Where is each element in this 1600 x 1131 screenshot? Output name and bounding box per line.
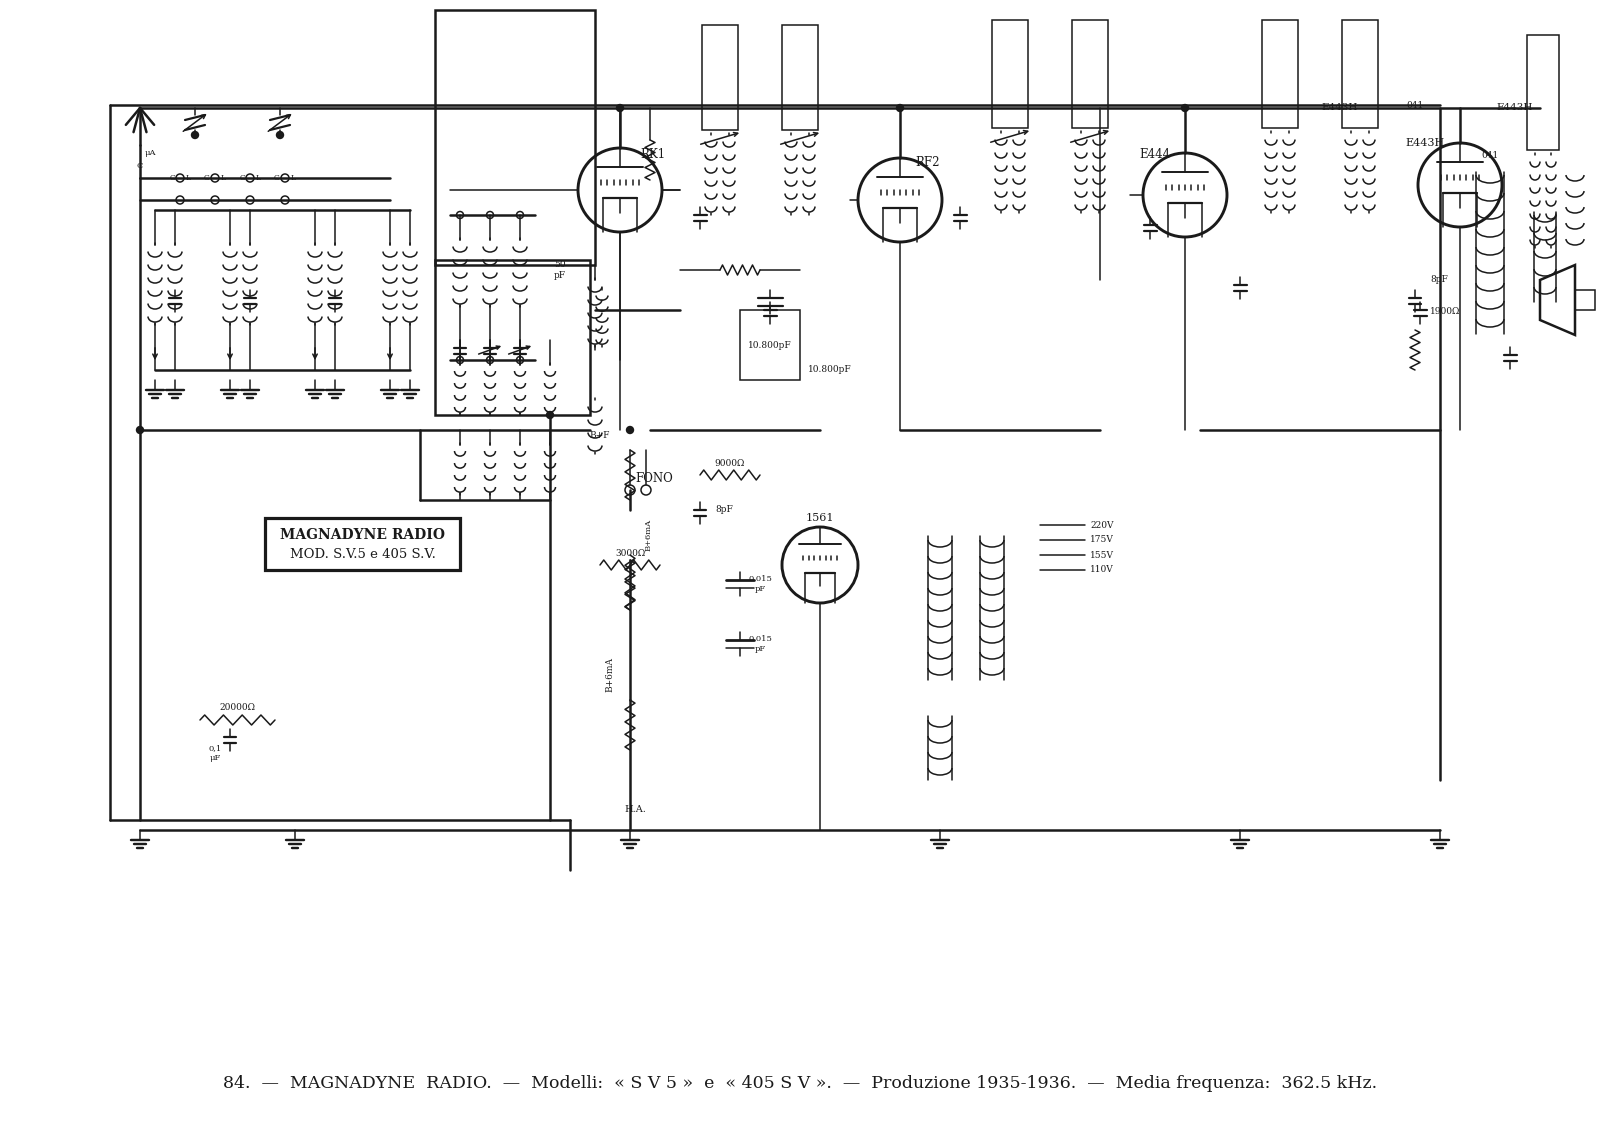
Text: L: L [291,174,296,182]
Circle shape [1142,153,1227,238]
Bar [1574,290,1595,310]
Text: FONO: FONO [635,472,672,484]
Text: 10.800pF: 10.800pF [749,340,792,349]
Text: C: C [205,174,210,182]
Text: E443H: E443H [1498,104,1533,112]
Circle shape [211,174,219,182]
Text: 10.800pF: 10.800pF [808,365,851,374]
Circle shape [517,356,523,363]
Bar [1342,20,1378,128]
Bar [739,310,800,380]
Text: E443H: E443H [1322,104,1358,112]
Text: 1561: 1561 [806,513,834,523]
Text: 1900Ω: 1900Ω [1430,308,1461,317]
Circle shape [642,485,651,495]
Text: E444: E444 [1139,148,1171,162]
Circle shape [277,131,283,138]
Text: 3000Ω: 3000Ω [614,549,645,558]
Circle shape [136,426,144,433]
Circle shape [627,426,634,433]
Text: 84.  —  MAGNADYNE  RADIO.  —  Modelli:  « S V 5 »  e  « 405 S V ».  —  Produzion: 84. — MAGNADYNE RADIO. — Modelli: « S V … [222,1074,1378,1091]
Text: 8pF: 8pF [1430,276,1448,285]
Circle shape [896,104,904,112]
Text: 50
pF: 50 pF [554,260,566,279]
Circle shape [282,174,290,182]
Bar [782,25,818,130]
Circle shape [211,196,219,204]
Text: RF2: RF2 [915,156,939,170]
Circle shape [486,211,493,218]
Circle shape [486,356,493,363]
Text: 155V: 155V [1090,551,1114,560]
Circle shape [626,485,635,495]
Text: 9000Ω: 9000Ω [715,458,746,467]
Text: 0.015
pF: 0.015 pF [749,636,771,653]
Bar [435,260,590,415]
Circle shape [547,412,554,418]
Text: 175V: 175V [1090,535,1114,544]
Text: L: L [256,174,261,182]
Circle shape [456,211,464,218]
Text: H.A.: H.A. [624,805,646,814]
Text: 0,1
μF: 0,1 μF [208,744,222,761]
Circle shape [192,131,198,138]
Bar [266,518,461,570]
Text: L: L [186,174,190,182]
Circle shape [176,174,184,182]
Bar [1262,20,1298,128]
Bar [1526,35,1558,150]
Circle shape [616,104,624,112]
Text: C: C [238,174,245,182]
Bar [702,25,738,130]
Bar [1072,20,1107,128]
Text: C: C [274,174,280,182]
Circle shape [246,196,254,204]
Text: 041: 041 [1406,101,1424,110]
Circle shape [282,196,290,204]
Circle shape [176,196,184,204]
Text: B+F: B+F [590,431,610,440]
Text: B+6mA: B+6mA [645,519,653,551]
Text: 041: 041 [1482,150,1499,159]
Text: E443H: E443H [1406,138,1445,148]
Text: C: C [138,162,142,170]
Bar [992,20,1027,128]
Text: B+6mA: B+6mA [605,657,614,692]
Circle shape [578,148,662,232]
Text: C: C [170,174,174,182]
Circle shape [517,211,523,218]
Circle shape [246,174,254,182]
Circle shape [858,158,942,242]
Text: MAGNADYNE RADIO: MAGNADYNE RADIO [280,528,445,542]
Text: RK1: RK1 [640,148,666,162]
Text: 20000Ω: 20000Ω [219,703,254,713]
Circle shape [1418,143,1502,227]
Circle shape [456,356,464,363]
Text: MOD. S.V.5 e 405 S.V.: MOD. S.V.5 e 405 S.V. [290,547,435,561]
Text: 110V: 110V [1090,566,1114,575]
Text: 0.015
pF: 0.015 pF [749,576,771,593]
Text: L: L [221,174,226,182]
Circle shape [782,527,858,603]
Circle shape [1181,104,1189,112]
Text: 8pF: 8pF [715,506,733,515]
Text: 220V: 220V [1090,520,1114,529]
Bar [435,10,595,265]
Text: μA: μA [144,149,155,157]
